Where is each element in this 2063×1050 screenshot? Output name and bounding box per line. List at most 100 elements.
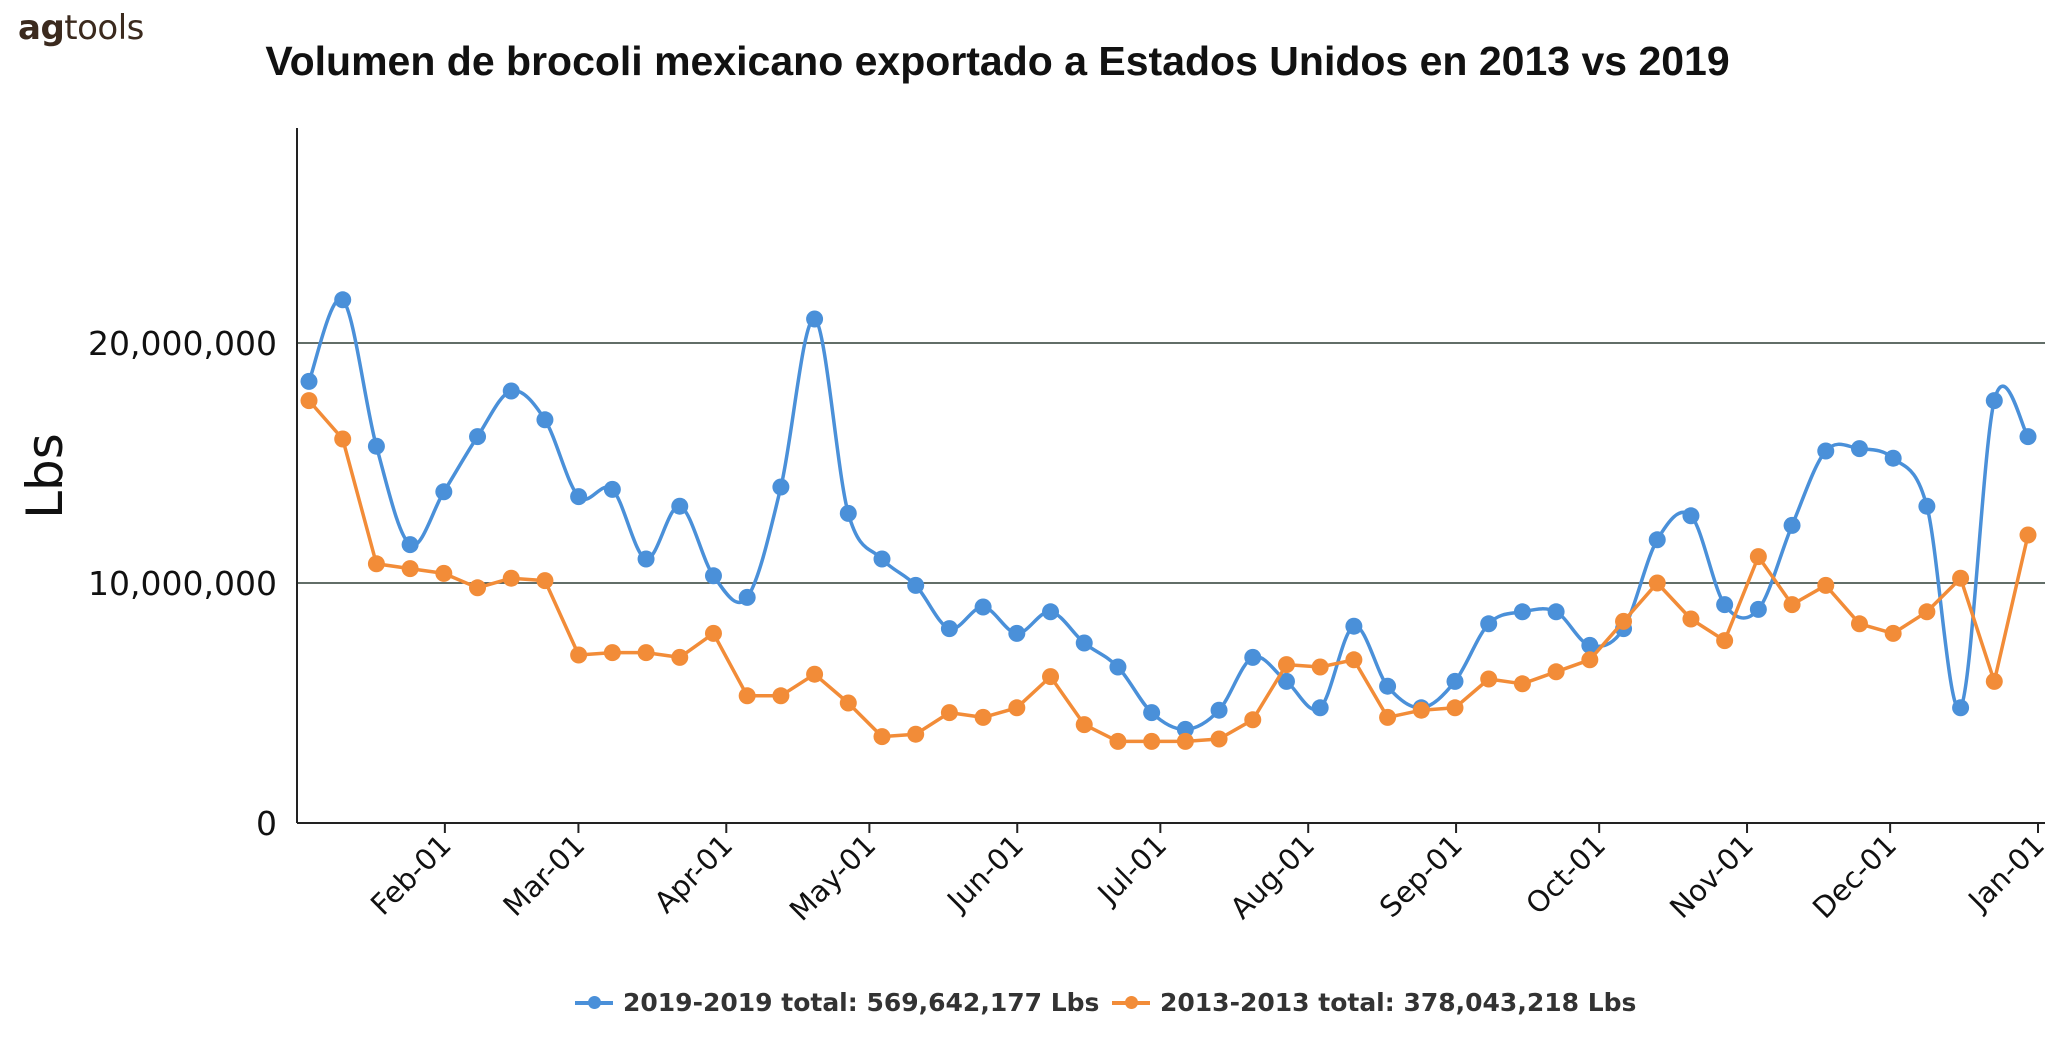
- data-point-2013: [603, 644, 621, 662]
- data-point-2013: [1749, 548, 1767, 566]
- data-point-2013: [334, 430, 352, 448]
- data-point-2013: [1817, 576, 1835, 594]
- data-point-2019: [1682, 507, 1700, 525]
- data-point-2013: [1143, 732, 1161, 750]
- data-point-2019: [1547, 603, 1565, 621]
- data-point-2013: [1379, 708, 1397, 726]
- data-point-2013: [873, 728, 891, 746]
- data-point-2019: [1143, 704, 1161, 722]
- data-point-2013: [1985, 672, 2003, 690]
- x-tick-label: Oct-01: [1519, 828, 1612, 921]
- data-point-2019: [772, 478, 790, 496]
- data-point-2013: [1716, 632, 1734, 650]
- data-point-2019: [603, 480, 621, 498]
- data-point-2019: [1075, 634, 1093, 652]
- x-tick-label: Aug-01: [1224, 828, 1322, 926]
- data-point-2019: [1277, 672, 1295, 690]
- x-tick-label: May-01: [783, 828, 883, 928]
- data-point-2013: [536, 572, 554, 590]
- data-point-2019: [1480, 615, 1498, 633]
- data-point-2019: [1042, 603, 1060, 621]
- data-point-2013: [1547, 663, 1565, 681]
- data-point-2013: [1513, 675, 1531, 693]
- data-point-2013: [1648, 574, 1666, 592]
- data-point-2019: [1345, 617, 1363, 635]
- data-point-2013: [1480, 670, 1498, 688]
- data-point-2013: [1446, 699, 1464, 717]
- data-point-2013: [1345, 651, 1363, 669]
- data-point-2019: [1210, 701, 1228, 719]
- data-point-2013: [1615, 612, 1633, 630]
- data-point-2019: [1850, 440, 1868, 458]
- y-axis-label: Lbs: [16, 433, 74, 519]
- series-line-2013: [307, 399, 2030, 744]
- data-point-2013: [401, 560, 419, 578]
- data-point-2013: [1008, 699, 1026, 717]
- data-point-2019: [907, 576, 925, 594]
- brand-logo: agtools: [18, 8, 144, 48]
- data-point-2013: [772, 687, 790, 705]
- x-tick-label: Jun-01: [939, 828, 1030, 919]
- data-point-2019: [1749, 600, 1767, 618]
- data-point-2013: [570, 646, 588, 664]
- data-point-2013: [704, 624, 722, 642]
- data-point-2013: [1210, 730, 1228, 748]
- legend-swatch-2013: [1112, 995, 1150, 1009]
- series-line-2019: [307, 297, 2030, 732]
- data-point-2019: [1716, 596, 1734, 614]
- x-tick-label: Nov-01: [1663, 828, 1760, 925]
- data-point-2019: [536, 411, 554, 429]
- data-point-2013: [1075, 716, 1093, 734]
- x-tick-label: Jul-01: [1090, 828, 1174, 912]
- data-point-2013: [1884, 624, 1902, 642]
- data-point-2013: [2019, 526, 2037, 544]
- data-point-2019: [1581, 636, 1599, 654]
- data-point-2019: [1985, 392, 2003, 410]
- chart-title: Volumen de brocoli mexicano exportado a …: [265, 38, 1730, 84]
- data-point-2013: [367, 555, 385, 573]
- data-point-2013: [671, 648, 689, 666]
- data-point-2013: [1783, 596, 1801, 614]
- data-point-2019: [435, 483, 453, 501]
- data-point-2019: [671, 497, 689, 515]
- legend: 2019-2019 total: 569,642,177 Lbs 2013-20…: [0, 988, 2063, 1028]
- y-tick-label: 20,000,000: [88, 324, 277, 363]
- data-point-2019: [1379, 677, 1397, 695]
- data-point-2019: [637, 550, 655, 568]
- data-point-2019: [704, 567, 722, 585]
- data-point-2019: [502, 382, 520, 400]
- data-point-2013: [469, 579, 487, 597]
- data-point-2013: [974, 708, 992, 726]
- legend-item-2013[interactable]: 2013-2013 total: 378,043,218 Lbs: [1112, 988, 1636, 1017]
- data-point-2013: [1581, 651, 1599, 669]
- data-point-2013: [907, 725, 925, 743]
- data-point-2013: [300, 392, 318, 410]
- data-point-2013: [1952, 569, 1970, 587]
- legend-item-2019[interactable]: 2019-2019 total: 569,642,177 Lbs: [575, 988, 1099, 1017]
- y-tick-label: 0: [256, 804, 277, 843]
- data-point-2019: [1952, 699, 1970, 717]
- data-point-2019: [1783, 516, 1801, 534]
- data-point-2019: [469, 428, 487, 446]
- data-point-2013: [806, 665, 824, 683]
- x-tick-label: Feb-01: [364, 828, 458, 922]
- legend-label-2019: 2019-2019 total: 569,642,177 Lbs: [623, 988, 1100, 1017]
- data-point-2013: [1850, 615, 1868, 633]
- data-point-2013: [1277, 656, 1295, 674]
- data-point-2019: [2019, 428, 2037, 446]
- data-point-2013: [738, 687, 756, 705]
- x-tick-label: Dec-01: [1806, 828, 1903, 925]
- data-point-2019: [1446, 672, 1464, 690]
- data-point-2013: [1244, 711, 1262, 729]
- data-point-2013: [839, 694, 857, 712]
- data-point-2013: [502, 569, 520, 587]
- data-point-2019: [300, 372, 318, 390]
- x-tick-label: Mar-01: [496, 828, 591, 923]
- x-tick-label: Apr-01: [648, 828, 740, 920]
- data-point-2019: [1244, 648, 1262, 666]
- data-point-2019: [1311, 699, 1329, 717]
- x-tick-label: Sep-01: [1373, 828, 1469, 924]
- data-point-2019: [367, 437, 385, 455]
- legend-swatch-2019: [575, 995, 613, 1009]
- data-point-2019: [806, 310, 824, 328]
